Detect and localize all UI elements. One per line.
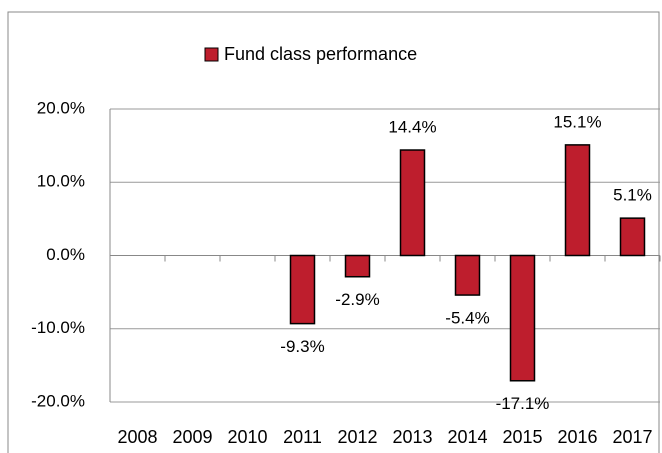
y-tick-label: 0.0% [46,245,85,264]
data-label: 14.4% [388,118,436,137]
legend-swatch [204,47,219,62]
x-tick-label: 2016 [557,427,597,447]
bar [344,254,371,278]
x-tick-label: 2013 [392,427,432,447]
x-tick-label: 2009 [172,427,212,447]
x-tick-label: 2015 [502,427,542,447]
bar [619,217,646,257]
bar [509,254,536,382]
data-label: -9.3% [280,337,324,356]
data-label: -2.9% [335,290,379,309]
data-label: 5.1% [613,186,652,205]
x-tick-label: 2008 [117,427,157,447]
data-label: -5.4% [445,309,489,328]
x-tick-label: 2011 [283,427,322,447]
legend-label: Fund class performance [224,44,417,64]
data-label: -17.1% [496,394,550,413]
y-tick-label: -20.0% [31,391,85,410]
data-label: 15.1% [553,112,601,131]
chart-border [7,11,660,453]
x-tick-label: 2017 [612,427,652,447]
y-tick-label: -10.0% [31,318,85,337]
bar [289,254,316,325]
bar [564,144,591,257]
y-tick-label: 10.0% [37,172,85,191]
x-tick-label: 2010 [227,427,267,447]
x-tick-label: 2014 [447,427,487,447]
bar [454,254,481,296]
y-tick-label: 20.0% [37,98,85,117]
bar [399,149,426,257]
x-tick-label: 2012 [337,427,377,447]
